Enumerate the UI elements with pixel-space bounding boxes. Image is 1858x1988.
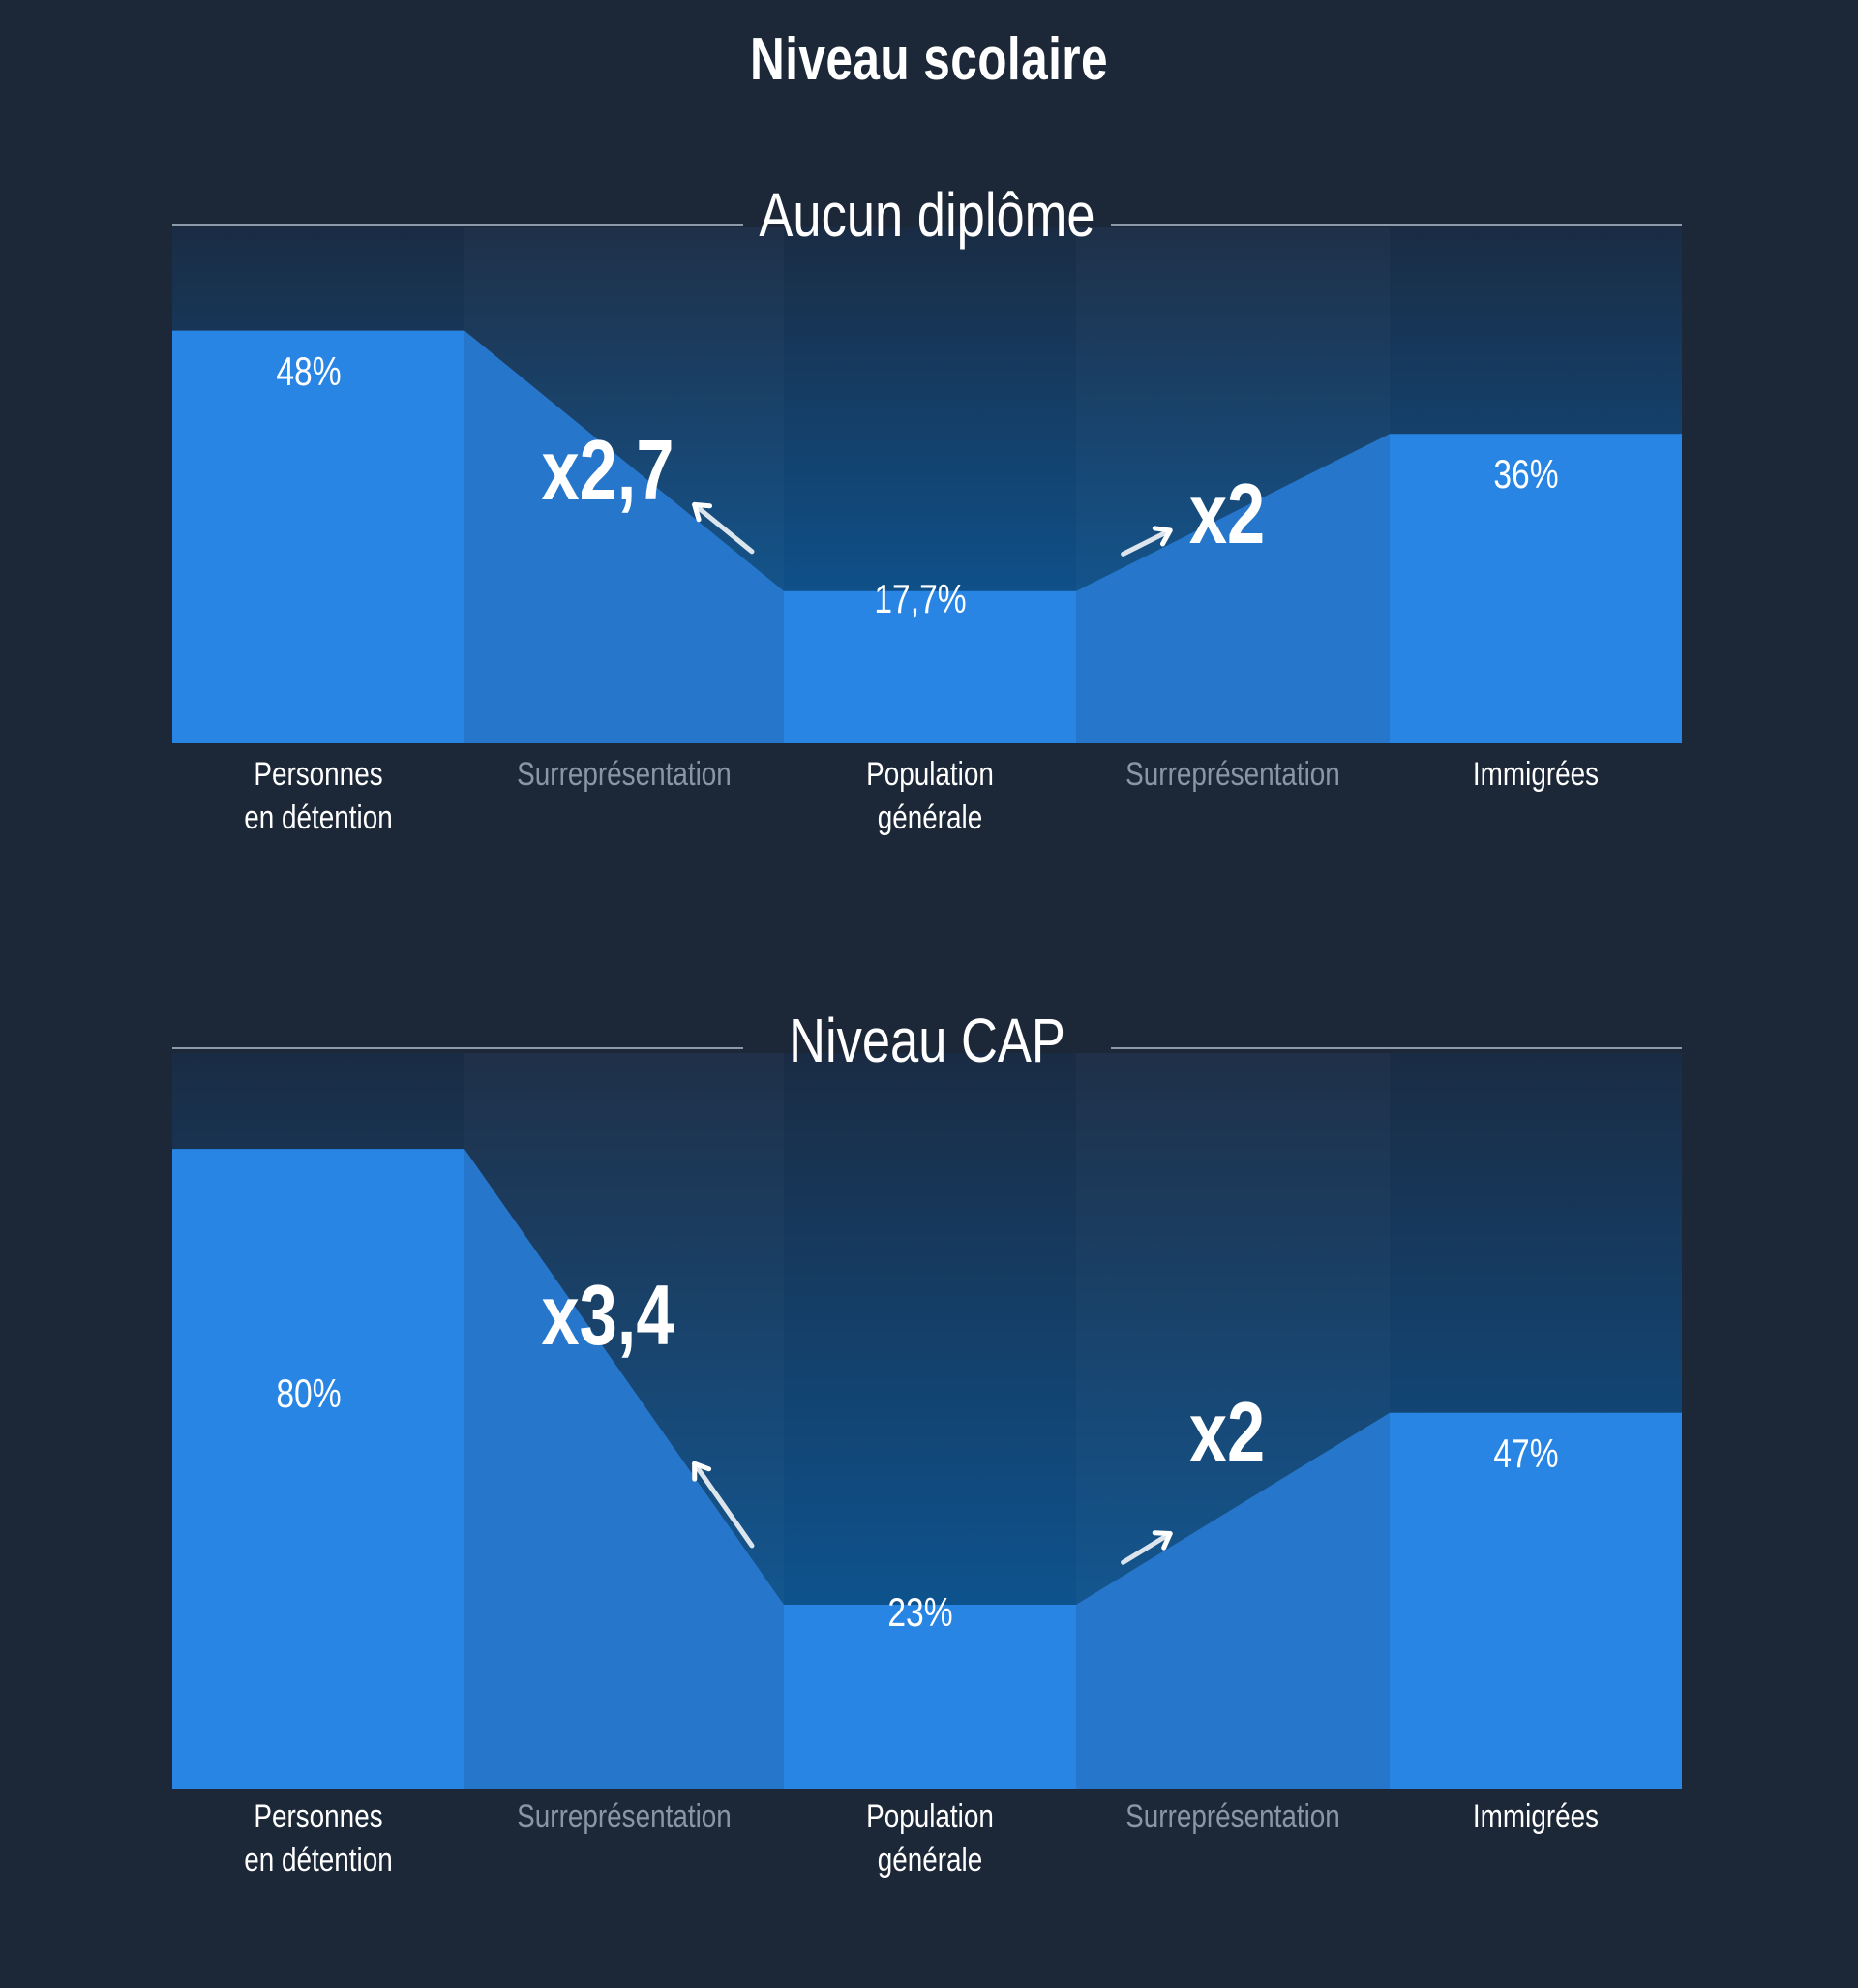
overrepresentation-factor: x2 [1188,466,1266,561]
chart-panel-niveau-cap: Niveau CAP x3,4 Surreprésentation x2 Surrep… [172,1006,1682,1900]
bar [784,590,1076,743]
transition-area [1076,1412,1390,1789]
transition-category-label: Surreprésentation [1125,1798,1340,1835]
bar-value-label: 48% [276,347,342,394]
category-label-line: Personnes [254,756,383,793]
panel-title: Niveau CAP [789,1006,1065,1075]
bar-value-label: 17,7% [874,575,967,621]
increase-arrow-icon [1121,1530,1173,1565]
category-label-line: générale [877,799,983,836]
category-label-line: générale [877,1842,983,1879]
category-label: Personnes en détention [199,1795,437,1883]
transition-area [464,330,784,743]
category-label-line: en détention [244,1842,393,1879]
increase-arrow-icon [692,1461,755,1549]
bar [172,1149,464,1789]
category-label: Population générale [811,753,1049,840]
transition-category-label: Surreprésentation [517,1798,732,1835]
transition-area [1076,434,1390,743]
bar [1390,434,1682,743]
category-label-line: Population [866,756,994,793]
bar-value-label: 80% [276,1371,342,1417]
increase-arrow-icon [1121,526,1173,557]
category-label-line: en détention [244,799,393,836]
bar-value-label: 23% [887,1589,953,1635]
category-label-line: Personnes [254,1798,383,1835]
overrepresentation-factor: x2 [1188,1384,1266,1480]
overrepresentation-factor: x3,4 [541,1267,674,1363]
chart-panel-aucun-diplome: Aucun diplôme x2,7 Surreprésentation x2 Sur… [172,180,1682,842]
category-label-line: Population [866,1798,994,1835]
overrepresentation-factor: x2,7 [541,422,674,518]
category-label-line: Immigrées [1472,1798,1600,1835]
bar [1390,1412,1682,1789]
panel-title: Aucun diplôme [759,180,1095,250]
page-title: Niveau scolaire [750,26,1108,93]
category-label: Immigrées [1417,1795,1655,1839]
category-label-line: Immigrées [1472,756,1600,793]
bar [784,1605,1076,1789]
chart-svg [172,1047,1682,1789]
transition-area [464,1149,784,1789]
category-label: Immigrées [1417,753,1655,797]
category-label: Personnes en détention [199,753,437,840]
transition-category-label: Surreprésentation [1125,756,1340,793]
chart-svg [172,224,1682,743]
bar [172,330,464,743]
transition-category-label: Surreprésentation [517,756,732,793]
bar-value-label: 36% [1493,451,1559,497]
bar-value-label: 47% [1493,1430,1559,1476]
increase-arrow-icon [692,501,755,555]
category-label: Population générale [811,1795,1049,1883]
